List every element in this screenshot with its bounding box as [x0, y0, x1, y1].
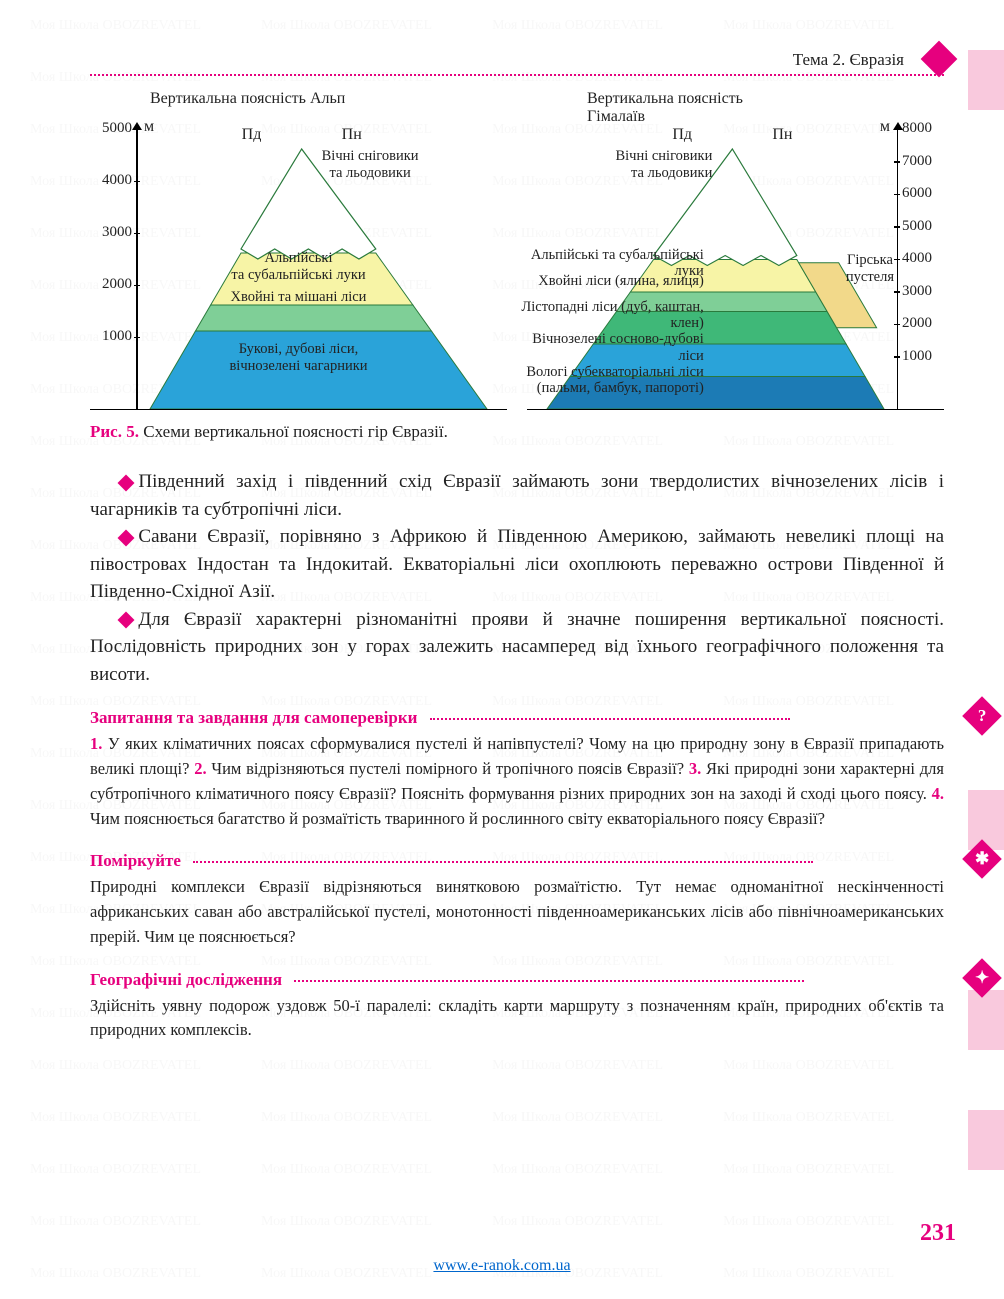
- vertical-zonation-diagram: Вертикальна поясність Альп м500040003000…: [90, 90, 944, 410]
- topic-header: Тема 2. Євразія: [90, 50, 944, 70]
- zone-label: Хвойні та мішані ліси: [231, 289, 367, 306]
- paragraph: Для Євразії характерні різноманітні проя…: [90, 606, 944, 689]
- think-text: Природні комплекси Євразії відрізняються…: [90, 875, 944, 949]
- diamond-icon: [921, 41, 958, 78]
- chart-alps: Вертикальна поясність Альп м500040003000…: [90, 90, 507, 410]
- dotted-rule: [294, 980, 804, 982]
- question-icon: ?: [962, 697, 1002, 737]
- zone-label: Альпійські та субальпійські луки: [231, 250, 365, 283]
- page-number: 231: [920, 1220, 956, 1247]
- footer-link[interactable]: www.e-ranok.com.ua: [433, 1257, 570, 1275]
- margin-tab: [968, 990, 1004, 1050]
- section-heading-research: Географічні дослідження ✦: [90, 970, 944, 990]
- question-number: 4.: [932, 784, 944, 803]
- paragraph: Південний захід і південний схід Євразії…: [90, 468, 944, 523]
- section-heading-think: Поміркуйте ✱: [90, 851, 944, 871]
- section-title: Запитання та завдання для самоперевірки: [90, 708, 417, 727]
- dotted-rule: [430, 718, 790, 720]
- figure-number: Рис. 5.: [90, 422, 139, 441]
- side-zone-label: Гірська пустеля: [846, 252, 894, 285]
- margin-tab: [968, 50, 1004, 110]
- section-title: Географічні дослідження: [90, 970, 282, 989]
- zone-label: Вологі субекваторіальні ліси (пальми, ба…: [517, 364, 704, 397]
- chart-himalaya: Вертикальна поясність Гімалаїв м80007000…: [527, 90, 944, 410]
- section-title: Поміркуйте: [90, 851, 181, 870]
- diamond-icon: [118, 474, 135, 491]
- snow-label: Вічні сніговики та льодовики: [552, 148, 712, 181]
- figure-caption: Рис. 5. Схеми вертикальної поясності гір…: [90, 422, 944, 442]
- question-number: 2.: [194, 759, 206, 778]
- direction-label: Пд: [242, 126, 262, 144]
- zone-label: Букові, дубові ліси, вічнозелені чагарни…: [229, 341, 367, 374]
- question-number: 3.: [689, 759, 701, 778]
- zone-label: Хвойні ліси (ялина, ялиця): [517, 273, 704, 290]
- chart-title: Вертикальна поясність Альп: [90, 90, 507, 108]
- direction-label: Пн: [772, 126, 792, 144]
- research-text: Здійсніть уявну подорож уздовж 50-ї пара…: [90, 994, 944, 1044]
- snow-label: Вічні сніговики та льодовики: [322, 148, 419, 181]
- diamond-icon: [118, 612, 135, 629]
- zone-label: Лістопадні ліси (дуб, каштан, клен): [517, 299, 704, 332]
- direction-label: Пн: [342, 126, 362, 144]
- divider: [90, 74, 944, 76]
- question-number: 1.: [90, 734, 102, 753]
- section-heading-selfcheck: Запитання та завдання для самоперевірки …: [90, 708, 944, 728]
- dotted-rule: [193, 861, 813, 863]
- figure-caption-text: Схеми вертикальної поясності гір Євразії…: [143, 422, 448, 441]
- paragraph: Савани Євразії, порівняно з Африкою й Пі…: [90, 523, 944, 606]
- margin-tab: [968, 790, 1004, 850]
- textbook-page: Моя Школа OBOZREVATELМоя Школа OBOZREVAT…: [0, 0, 1004, 1299]
- diamond-icon: [118, 529, 135, 546]
- margin-tab: [968, 1110, 1004, 1170]
- topic-text: Тема 2. Євразія: [793, 50, 904, 69]
- body-text: Південний захід і південний схід Євразії…: [90, 468, 944, 688]
- direction-label: Пд: [672, 126, 692, 144]
- zone-label: Вічнозелені сосново-дубові ліси: [517, 331, 704, 364]
- selfcheck-tasks: 1. У яких кліматичних поясах сформувалис…: [90, 732, 944, 831]
